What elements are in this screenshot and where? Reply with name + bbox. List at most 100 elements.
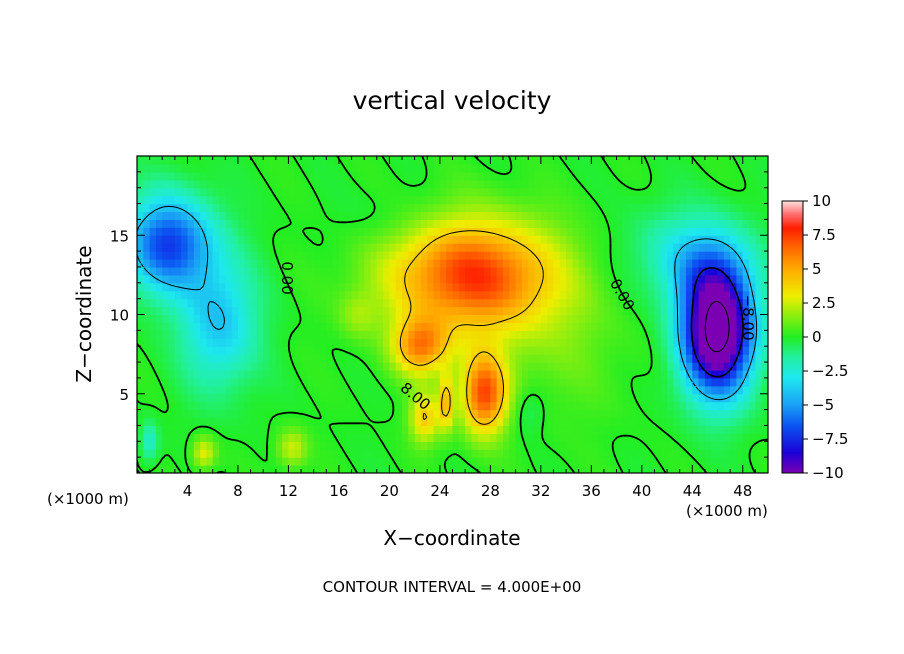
heatmap-cell — [622, 227, 630, 236]
heatmap-cell — [736, 401, 744, 411]
heatmap-cell — [162, 330, 170, 339]
heatmap-cell — [345, 449, 353, 458]
heatmap-cell — [654, 362, 662, 371]
heatmap-cell — [237, 179, 245, 189]
heatmap-cell — [168, 393, 176, 403]
heatmap-cell — [509, 251, 517, 260]
heatmap-cell — [307, 409, 315, 419]
heatmap-cell — [736, 187, 744, 197]
heatmap-cell — [629, 322, 637, 331]
heatmap-cell — [427, 354, 435, 363]
heatmap-cell — [616, 251, 624, 260]
heatmap-cell — [212, 235, 220, 244]
heatmap-cell — [206, 171, 214, 181]
heatmap-cell — [648, 282, 656, 292]
heatmap-cell — [660, 322, 668, 331]
heatmap-cell — [641, 401, 649, 411]
heatmap-cell — [345, 330, 353, 339]
heatmap-cell — [181, 298, 189, 308]
heatmap-cell — [730, 211, 738, 220]
heatmap-cell — [427, 346, 435, 355]
heatmap-cell — [395, 179, 403, 189]
heatmap-cell — [263, 409, 271, 419]
heatmap-cell — [597, 369, 605, 379]
heatmap-cell — [307, 163, 315, 173]
heatmap-cell — [301, 266, 308, 276]
heatmap-cell — [742, 465, 750, 473]
heatmap-cell — [717, 441, 725, 450]
heatmap-cell — [244, 465, 252, 473]
heatmap-cell — [206, 433, 214, 442]
heatmap-cell — [288, 211, 296, 220]
heatmap-cell — [585, 179, 592, 189]
heatmap-cell — [162, 369, 170, 379]
heatmap-cell — [458, 251, 466, 260]
heatmap-cell — [610, 425, 618, 434]
heatmap-cell — [193, 163, 201, 173]
heatmap-cell — [534, 227, 542, 236]
heatmap-cell — [509, 187, 517, 197]
heatmap-cell — [282, 195, 290, 205]
heatmap-cell — [200, 290, 208, 300]
heatmap-cell — [528, 346, 536, 355]
heatmap-cell — [187, 369, 195, 379]
heatmap-cell — [174, 425, 182, 434]
heatmap-cell — [376, 457, 384, 466]
heatmap-cell — [654, 243, 662, 252]
heatmap-cell — [547, 433, 555, 442]
heatmap-cell — [357, 195, 365, 205]
heatmap-cell — [641, 314, 649, 324]
heatmap-cell — [231, 290, 239, 300]
heatmap-cell — [338, 314, 346, 324]
heatmap-cell — [275, 203, 283, 213]
heatmap-cell — [660, 330, 668, 339]
heatmap-cell — [458, 330, 466, 339]
heatmap-cell — [742, 457, 750, 466]
heatmap-cell — [162, 156, 170, 165]
heatmap-cell — [414, 362, 422, 371]
heatmap-cell — [250, 354, 258, 363]
heatmap-cell — [162, 251, 170, 260]
heatmap-cell — [515, 259, 523, 268]
heatmap-cell — [597, 346, 605, 355]
heatmap-cell — [275, 187, 283, 197]
heatmap-cell — [420, 385, 428, 395]
heatmap-cell — [641, 449, 649, 458]
heatmap-cell — [237, 401, 245, 411]
heatmap-cell — [603, 314, 611, 324]
heatmap-cell — [629, 346, 637, 355]
heatmap-cell — [370, 449, 378, 458]
heatmap-cell — [540, 314, 548, 324]
heatmap-cell — [301, 441, 308, 450]
heatmap-cell — [547, 274, 555, 284]
heatmap-cell — [635, 211, 643, 220]
heatmap-cell — [256, 251, 264, 260]
heatmap-cell — [332, 298, 340, 308]
heatmap-cell — [673, 227, 681, 236]
heatmap-cell — [477, 211, 485, 220]
heatmap-cell — [685, 266, 693, 276]
heatmap-cell — [572, 377, 580, 387]
heatmap-cell — [616, 417, 624, 427]
heatmap-cell — [370, 433, 378, 442]
heatmap-cell — [294, 266, 302, 276]
heatmap-cell — [572, 449, 580, 458]
heatmap-cell — [231, 393, 239, 403]
heatmap-cell — [471, 425, 479, 434]
heatmap-cell — [610, 409, 618, 419]
heatmap-cell — [370, 243, 378, 252]
heatmap-cell — [749, 298, 756, 308]
x-tick-label: 16 — [329, 482, 348, 500]
heatmap-cell — [402, 274, 409, 284]
heatmap-cell — [755, 369, 763, 379]
heatmap-cell — [730, 203, 738, 213]
heatmap-cell — [591, 425, 599, 434]
heatmap-cell — [395, 354, 403, 363]
heatmap-cell — [282, 362, 290, 371]
heatmap-cell — [603, 441, 611, 450]
heatmap-cell — [685, 274, 693, 284]
heatmap-cell — [402, 195, 409, 205]
heatmap-cell — [155, 338, 163, 347]
heatmap-cell — [383, 449, 390, 458]
heatmap-cell — [566, 306, 573, 316]
